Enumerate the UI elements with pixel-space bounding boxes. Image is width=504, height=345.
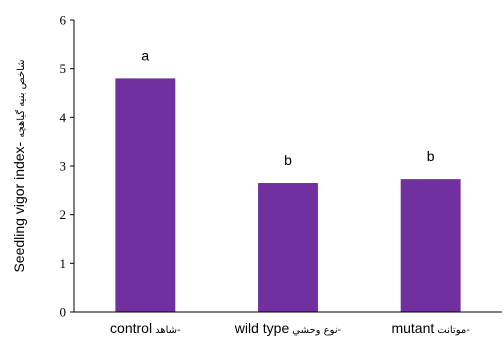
bar: [400, 179, 461, 312]
bars-group: [115, 78, 461, 313]
y-tick-label: 0: [60, 305, 67, 320]
significance-letter: b: [284, 152, 292, 168]
y-axis-ticks-group: 0 1 2 3 4 5 6: [60, 13, 74, 320]
y-axis-label-fa: شاخص بنیه گیاهچه: [15, 59, 27, 137]
x-category-label: mutant موتانت-: [391, 320, 470, 336]
y-tick-label: 4: [60, 110, 67, 125]
significance-labels-group: a b b: [141, 47, 434, 168]
x-category-label-fa: نوع وحشي-: [292, 325, 341, 336]
y-tick-label: 6: [60, 13, 67, 28]
y-tick-label: 5: [60, 61, 67, 76]
x-category-label-en: wild type: [234, 320, 290, 336]
x-category-label: wild type نوع وحشي-: [234, 320, 342, 336]
significance-letter: b: [427, 148, 435, 164]
y-tick-label: 1: [60, 256, 67, 271]
x-category-label-fa: شاهد-: [155, 325, 181, 336]
y-axis-label: Seedling vigor index- شاخص بنیه گیاهچه: [11, 59, 28, 272]
bar: [115, 78, 176, 313]
x-category-label-en: control: [110, 320, 152, 336]
svg-text:Seedling vigor index- شا: Seedling vigor index- شاخص بنیه گیاهچه: [11, 59, 28, 272]
x-category-label-en: mutant: [391, 320, 434, 336]
x-category-label: control شاهد-: [110, 320, 181, 336]
x-category-label-fa: موتانت-: [437, 325, 470, 336]
x-axis-labels-group: control شاهد-wild type نوع وحشي-mutant موتا…: [110, 320, 470, 336]
y-axis-label-en: Seedling vigor index-: [11, 141, 27, 272]
significance-letter: a: [141, 47, 149, 63]
y-tick-label: 2: [60, 207, 67, 222]
y-tick-label: 3: [60, 159, 67, 174]
bar: [258, 183, 318, 312]
